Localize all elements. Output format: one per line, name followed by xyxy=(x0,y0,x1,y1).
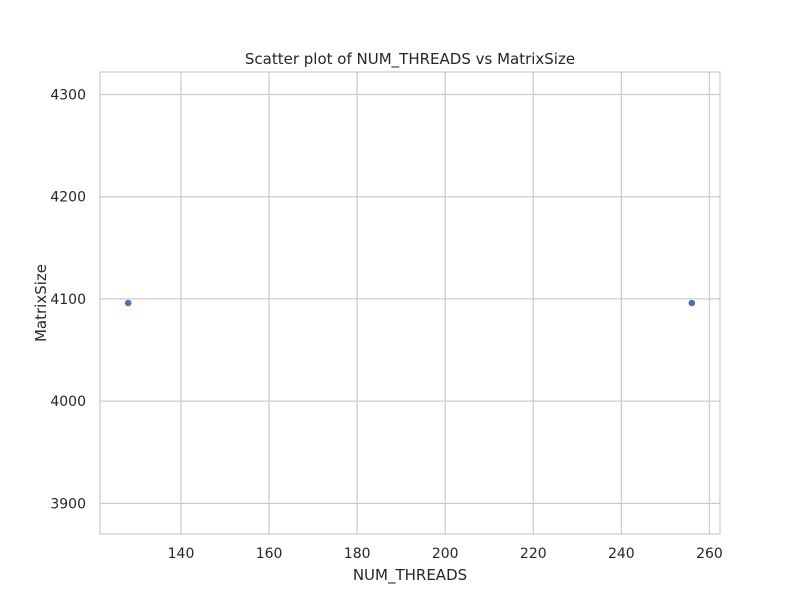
x-tick-label: 200 xyxy=(432,546,459,562)
plot-frame xyxy=(99,71,721,535)
x-tick-label: 240 xyxy=(608,546,635,562)
x-axis-ticks: 140 160 180 200 220 240 260 xyxy=(168,546,723,562)
scatter-point xyxy=(124,299,133,307)
grid xyxy=(100,72,720,534)
x-tick-label: 220 xyxy=(520,546,547,562)
x-tick-label: 180 xyxy=(344,546,371,562)
x-tick-label: 140 xyxy=(168,546,195,562)
chart-title: Scatter plot of NUM_THREADS vs MatrixSiz… xyxy=(245,50,575,69)
y-tick-label: 4300 xyxy=(50,87,86,103)
x-axis-label: NUM_THREADS xyxy=(353,566,467,585)
y-tick-label: 4000 xyxy=(50,394,86,410)
y-tick-label: 3900 xyxy=(50,496,86,512)
y-axis-label: MatrixSize xyxy=(32,264,50,342)
x-tick-label: 160 xyxy=(256,546,283,562)
y-tick-label: 4100 xyxy=(50,292,86,308)
y-axis-ticks: 3900 4000 4100 4200 4300 xyxy=(50,87,86,512)
data-points xyxy=(124,299,696,307)
x-tick-label: 260 xyxy=(696,546,723,562)
scatter-point xyxy=(687,299,696,307)
y-tick-label: 4200 xyxy=(50,190,86,206)
